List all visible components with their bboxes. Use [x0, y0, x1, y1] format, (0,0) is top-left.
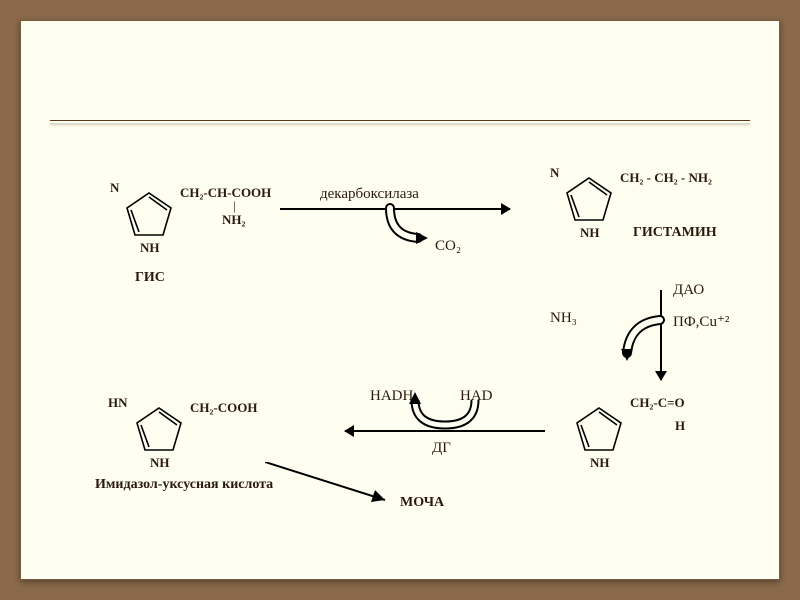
- hook-co2: [380, 208, 430, 253]
- label-dao-cof: ПФ,Cu⁺²: [673, 312, 729, 331]
- label-co2: CO₂: [435, 238, 461, 255]
- slide-paper: N NH CH₂-CH-COOH | NH₂ ГИС декарбоксилаз…: [20, 20, 780, 580]
- label-decarboxylase: декарбоксилаза: [320, 186, 419, 203]
- ring-histamine: [565, 175, 613, 223]
- hook-nh3: [615, 315, 665, 365]
- ring-histamine-n: N: [550, 165, 559, 181]
- label-dg: ДГ: [432, 440, 451, 457]
- slide-frame: N NH CH₂-CH-COOH | NH₂ ГИС декарбоксилаз…: [0, 0, 800, 600]
- histamine-sidechain: CH₂ - CH₂ - NH₂: [620, 170, 712, 186]
- ring-aldehyde-nh: NH: [590, 455, 610, 471]
- ring-aldehyde: [575, 405, 623, 453]
- name-histamine: ГИСТАМИН: [633, 225, 717, 241]
- label-dao: ДАО: [673, 282, 704, 299]
- ring-acid-nh: NH: [150, 455, 170, 471]
- acid-sidechain: CH₂-COOH: [190, 400, 257, 416]
- ring-his: [125, 190, 173, 238]
- label-nh3: NH₃: [550, 310, 577, 327]
- ring-acid: [135, 405, 183, 453]
- name-his: ГИС: [135, 270, 165, 286]
- ring-his-nh: NH: [140, 240, 160, 256]
- ring-his-n: N: [110, 180, 119, 196]
- ring-acid-hn: HN: [108, 395, 128, 411]
- his-nh2: NH₂: [222, 212, 245, 228]
- diagram-stage: N NH CH₂-CH-COOH | NH₂ ГИС декарбоксилаз…: [20, 120, 780, 580]
- arrow-to-urine: [265, 462, 405, 517]
- his-sidechain: CH₂-CH-COOH: [180, 185, 271, 201]
- aldehyde-sidechain2: H: [675, 418, 685, 434]
- name-acid: Имидазол-уксусная кислота: [95, 477, 273, 493]
- name-urine: МОЧА: [400, 495, 444, 511]
- aldehyde-sidechain1: CH₂-C=O: [630, 395, 685, 411]
- hook-coenzyme: [405, 400, 485, 440]
- ring-histamine-nh: NH: [580, 225, 600, 241]
